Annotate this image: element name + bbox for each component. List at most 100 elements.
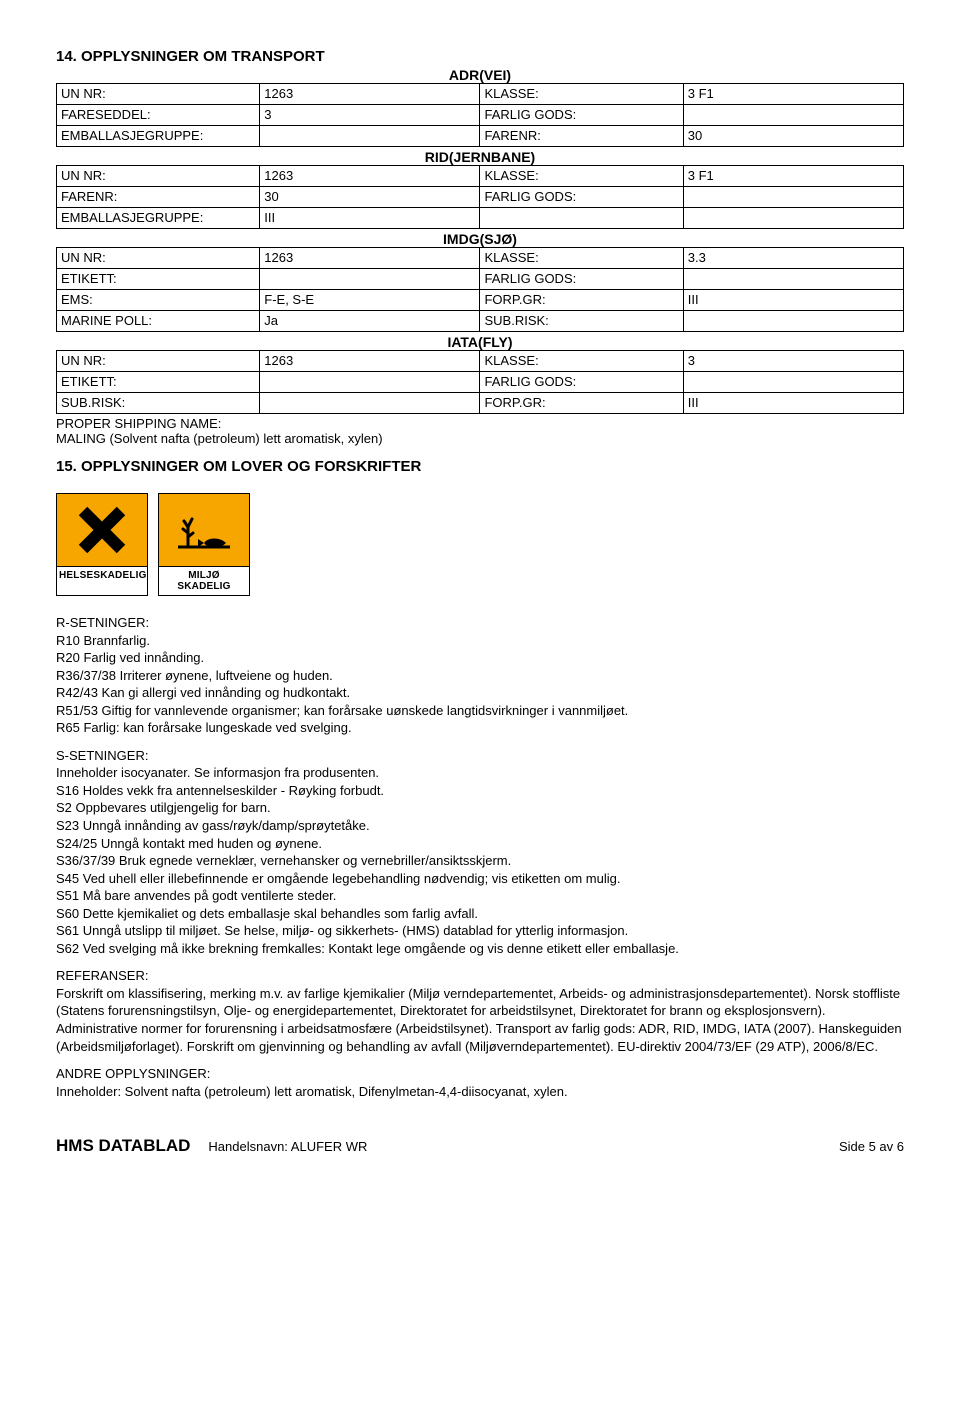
r-list: R10 Brannfarlig.R20 Farlig ved innånding… (56, 632, 904, 737)
table-cell: III (260, 208, 480, 229)
table-cell: 30 (683, 126, 903, 147)
list-item: S61 Unngå utslipp til miljøet. Se helse,… (56, 922, 904, 940)
proper-label: PROPER SHIPPING NAME: (56, 416, 221, 431)
other-heading: ANDRE OPPLYSNINGER: (56, 1065, 904, 1083)
proper-shipping-name: PROPER SHIPPING NAME: MALING (Solvent na… (56, 416, 904, 446)
list-item: S2 Oppbevares utilgjengelig for barn. (56, 799, 904, 817)
table-cell (683, 187, 903, 208)
table-cell: UN NR: (57, 351, 260, 372)
imdg-heading: IMDG(SJØ) (56, 231, 904, 247)
list-item: R36/37/38 Irriterer øynene, luftveiene o… (56, 667, 904, 685)
list-item: S23 Unngå innånding av gass/røyk/damp/sp… (56, 817, 904, 835)
pictogram-x-icon (57, 494, 147, 567)
table-cell (260, 269, 480, 290)
ref-text: Forskrift om klassifisering, merking m.v… (56, 985, 904, 1055)
table-cell: 3 (683, 351, 903, 372)
r-heading: R-SETNINGER: (56, 614, 904, 632)
table-cell: UN NR: (57, 248, 260, 269)
table-cell: 3 F1 (683, 166, 903, 187)
ref-heading: REFERANSER: (56, 967, 904, 985)
table-cell: KLASSE: (480, 84, 683, 105)
s-phrases: S-SETNINGER: Inneholder isocyanater. Se … (56, 747, 904, 958)
table-cell: 3.3 (683, 248, 903, 269)
table-cell: 1263 (260, 166, 480, 187)
table-cell: SUB.RISK: (480, 311, 683, 332)
iata-heading: IATA(FLY) (56, 334, 904, 350)
s-heading: S-SETNINGER: (56, 747, 904, 765)
table-cell: MARINE POLL: (57, 311, 260, 332)
footer-page: Side 5 av 6 (839, 1139, 904, 1154)
table-cell: 1263 (260, 248, 480, 269)
list-item: S24/25 Unngå kontakt med huden og øynene… (56, 835, 904, 853)
footer-brand: HMS DATABLAD (56, 1136, 190, 1156)
table-cell: FORP.GR: (480, 290, 683, 311)
iata-table: UN NR:1263KLASSE:3ETIKETT:FARLIG GODS:SU… (56, 350, 904, 414)
r-phrases: R-SETNINGER: R10 Brannfarlig.R20 Farlig … (56, 614, 904, 737)
hazard-pictograms: HELSESKADELIG MILJØ SKADELIG (56, 493, 904, 596)
table-cell: Ja (260, 311, 480, 332)
table-cell (683, 208, 903, 229)
table-cell: FARLIG GODS: (480, 105, 683, 126)
table-cell: FORP.GR: (480, 393, 683, 414)
table-cell: KLASSE: (480, 166, 683, 187)
table-cell (480, 208, 683, 229)
pictogram-helseskadelig: HELSESKADELIG (56, 493, 148, 596)
table-cell: FARLIG GODS: (480, 372, 683, 393)
imdg-table: UN NR:1263KLASSE:3.3ETIKETT:FARLIG GODS:… (56, 247, 904, 332)
table-cell: FARENR: (57, 187, 260, 208)
rid-heading: RID(JERNBANE) (56, 149, 904, 165)
pictogram-label: MILJØ SKADELIG (159, 567, 249, 595)
table-cell: 3 (260, 105, 480, 126)
table-cell (683, 311, 903, 332)
table-cell (260, 372, 480, 393)
table-cell: 3 F1 (683, 84, 903, 105)
rid-table: UN NR:1263KLASSE:3 F1 FARENR:30FARLIG GOD… (56, 165, 904, 229)
adr-table: UN NR:1263KLASSE:3 F1 FARESEDDEL:3FARLIG … (56, 83, 904, 147)
list-item: R65 Farlig: kan forårsake lungeskade ved… (56, 719, 904, 737)
list-item: R20 Farlig ved innånding. (56, 649, 904, 667)
table-cell: EMBALLASJEGRUPPE: (57, 208, 260, 229)
list-item: S60 Dette kjemikaliet og dets emballasje… (56, 905, 904, 923)
table-cell: KLASSE: (480, 351, 683, 372)
table-cell (683, 105, 903, 126)
section-15-title: 15. OPPLYSNINGER OM LOVER OG FORSKRIFTER (56, 458, 904, 475)
table-cell: UN NR: (57, 84, 260, 105)
list-item: Inneholder isocyanater. Se informasjon f… (56, 764, 904, 782)
pictogram-label: HELSESKADELIG (57, 567, 147, 584)
s-list: Inneholder isocyanater. Se informasjon f… (56, 764, 904, 957)
table-cell: SUB.RISK: (57, 393, 260, 414)
proper-value: MALING (Solvent nafta (petroleum) lett a… (56, 431, 383, 446)
list-item: R51/53 Giftig for vannlevende organismer… (56, 702, 904, 720)
other-info: ANDRE OPPLYSNINGER: Inneholder: Solvent … (56, 1065, 904, 1100)
list-item: S51 Må bare anvendes på godt ventilerte … (56, 887, 904, 905)
table-cell: EMS: (57, 290, 260, 311)
table-cell (260, 126, 480, 147)
table-cell: KLASSE: (480, 248, 683, 269)
footer-product: Handelsnavn: ALUFER WR (208, 1139, 367, 1154)
table-cell: 30 (260, 187, 480, 208)
table-cell: EMBALLASJEGRUPPE: (57, 126, 260, 147)
table-cell: III (683, 290, 903, 311)
table-cell: ETIKETT: (57, 269, 260, 290)
adr-heading: ADR(VEI) (56, 67, 904, 83)
table-cell: 1263 (260, 84, 480, 105)
table-cell: FARESEDDEL: (57, 105, 260, 126)
page-footer: HMS DATABLAD Handelsnavn: ALUFER WR Side… (56, 1136, 904, 1156)
pictogram-env-icon (159, 494, 249, 567)
table-cell (683, 269, 903, 290)
table-cell: 1263 (260, 351, 480, 372)
table-cell: UN NR: (57, 166, 260, 187)
table-cell (260, 393, 480, 414)
list-item: R42/43 Kan gi allergi ved innånding og h… (56, 684, 904, 702)
list-item: S45 Ved uhell eller illebefinnende er om… (56, 870, 904, 888)
list-item: S36/37/39 Bruk egnede verneklær, verneha… (56, 852, 904, 870)
pictogram-miljoskadelig: MILJØ SKADELIG (158, 493, 250, 596)
table-cell: FARLIG GODS: (480, 187, 683, 208)
table-cell: FARENR: (480, 126, 683, 147)
list-item: S62 Ved svelging må ikke brekning fremka… (56, 940, 904, 958)
references: REFERANSER: Forskrift om klassifisering,… (56, 967, 904, 1055)
table-cell: F-E, S-E (260, 290, 480, 311)
other-text: Inneholder: Solvent nafta (petroleum) le… (56, 1083, 904, 1101)
section-14-title: 14. OPPLYSNINGER OM TRANSPORT (56, 48, 904, 65)
list-item: R10 Brannfarlig. (56, 632, 904, 650)
